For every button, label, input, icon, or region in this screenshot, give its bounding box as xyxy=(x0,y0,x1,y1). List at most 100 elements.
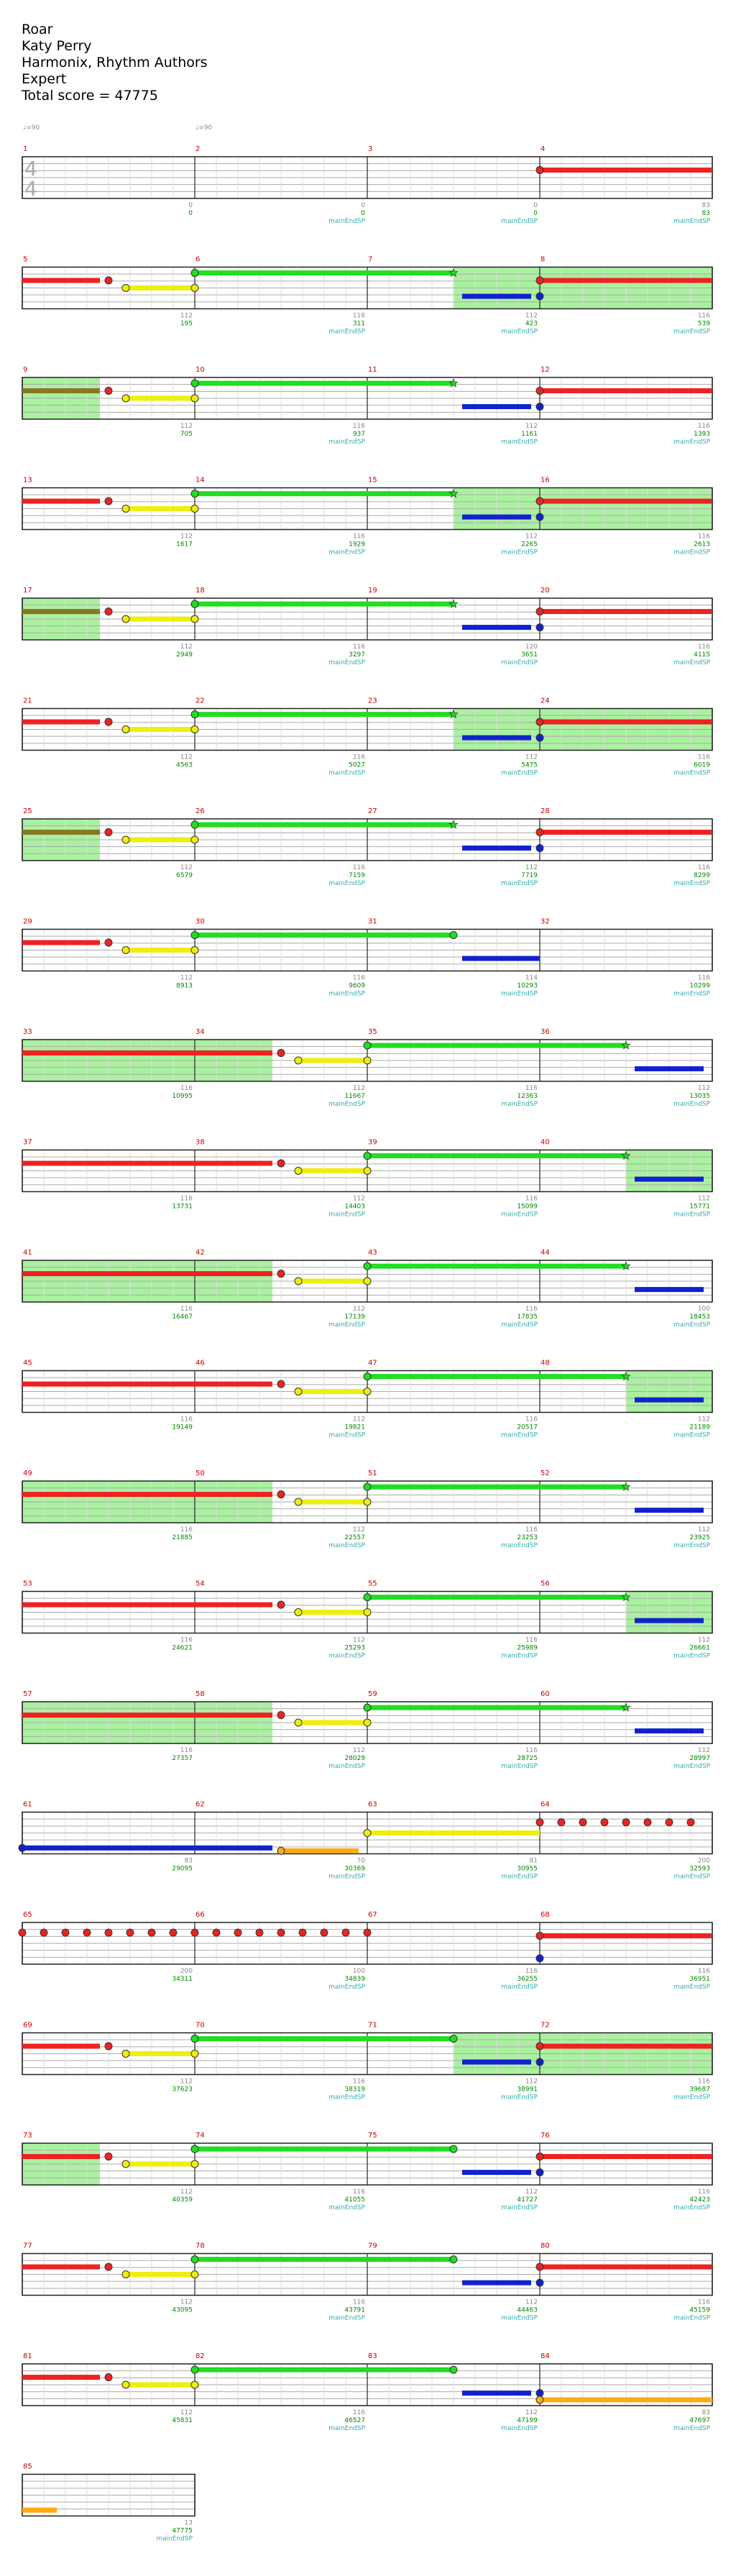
cumulative-score: 16467 xyxy=(172,1314,193,1321)
red-note xyxy=(298,1928,307,1937)
multiplier-label: 112 xyxy=(525,2409,538,2416)
yellow-sustain xyxy=(298,1168,367,1173)
multiplier-label: 116 xyxy=(353,2299,365,2306)
cumulative-score: 46527 xyxy=(344,2417,365,2424)
multiplier-label: 112 xyxy=(525,2078,538,2086)
cumulative-score: 45159 xyxy=(689,2307,710,2314)
red-note xyxy=(104,938,113,947)
green-sustain xyxy=(195,822,454,828)
measure-number: 57 xyxy=(23,1690,32,1698)
red-note xyxy=(320,1928,328,1937)
measure-number: 17 xyxy=(23,587,32,595)
yellow-note xyxy=(121,835,130,844)
green-note xyxy=(363,1372,372,1381)
measure-number: 73 xyxy=(23,2132,32,2140)
measure-number: 78 xyxy=(196,2242,205,2250)
measure-number: 37 xyxy=(23,1139,32,1147)
measure-number: 71 xyxy=(368,2022,377,2030)
multiplier-label: 112 xyxy=(180,2078,193,2086)
cumulative-score: 39687 xyxy=(689,2086,710,2094)
cumulative-score: 47775 xyxy=(172,2528,193,2535)
yellow-sustain xyxy=(126,948,195,953)
red-sustain xyxy=(540,719,712,725)
red-sustain xyxy=(540,830,712,835)
multiplier-label: 112 xyxy=(353,1526,365,1534)
red-sustain xyxy=(540,2154,712,2160)
red-note xyxy=(535,828,544,837)
multiplier-label: 13 xyxy=(185,2520,193,2527)
cumulative-score: 23925 xyxy=(689,1534,710,1541)
yellow-note xyxy=(363,1718,372,1727)
cumulative-score: 1617 xyxy=(176,541,193,549)
measure-number: 49 xyxy=(23,1470,32,1477)
staff-row: 291128913301169609mainEndSP3111410293mai… xyxy=(22,918,713,998)
sp-label: mainEndSP xyxy=(673,1874,710,1881)
yellow-note xyxy=(190,394,199,403)
red-note xyxy=(535,1818,544,1827)
cumulative-score: 8299 xyxy=(694,872,710,879)
multiplier-label: 112 xyxy=(525,2299,538,2306)
multiplier-label: 116 xyxy=(353,2409,365,2416)
yellow-sustain xyxy=(126,2161,195,2167)
cumulative-score: 2265 xyxy=(521,541,538,549)
multiplier-label: 112 xyxy=(698,1085,710,1092)
measure-number: 72 xyxy=(540,2022,550,2030)
yellow-note xyxy=(190,2160,199,2168)
measure-number: 10 xyxy=(196,366,205,374)
cumulative-score: 30955 xyxy=(517,1866,538,1873)
staff-row: 77112430957811643791mainEndSP7911244463m… xyxy=(22,2242,713,2322)
measure-number: 7 xyxy=(368,256,372,264)
measure-number: 83 xyxy=(368,2352,377,2360)
cumulative-score: 2613 xyxy=(694,541,710,549)
cumulative-score: 5475 xyxy=(521,762,538,769)
red-note xyxy=(40,1928,48,1937)
staff-border xyxy=(22,928,713,972)
staff-row: 171122949181163297mainEndSP191203651main… xyxy=(22,587,713,666)
green-note xyxy=(363,1703,372,1712)
total-score: Total score = 47775 xyxy=(22,88,158,104)
sp-label: mainEndSP xyxy=(501,1763,538,1770)
cumulative-score: 25989 xyxy=(517,1645,538,1652)
blue-sustain xyxy=(635,1728,704,1734)
measure-number: 25 xyxy=(23,807,32,815)
multiplier-label: 116 xyxy=(698,643,710,651)
multiplier-label: 70 xyxy=(357,1858,366,1865)
song-difficulty: Expert xyxy=(22,71,67,87)
yellow-note xyxy=(294,1718,303,1727)
multiplier-label: 112 xyxy=(353,1747,365,1754)
measure-number: 68 xyxy=(540,1911,550,1919)
sp-label: mainEndSP xyxy=(673,2315,710,2322)
green-sustain xyxy=(195,601,454,607)
green-note xyxy=(190,931,199,940)
cumulative-score: 2949 xyxy=(176,651,193,659)
measure-number: 70 xyxy=(196,2022,205,2030)
staff-row: 73112403597411641055mainEndSP7511241727m… xyxy=(22,2132,713,2211)
red-note xyxy=(104,2373,113,2382)
measure-number: 4 xyxy=(540,145,545,153)
sustain xyxy=(22,1271,272,1277)
sp-label: mainEndSP xyxy=(673,1984,710,1991)
sp-label: mainEndSP xyxy=(501,880,538,887)
yellow-sustain xyxy=(126,2382,195,2388)
sp-label: mainEndSP xyxy=(328,1653,365,1660)
sp-label: mainEndSP xyxy=(328,1542,365,1549)
measure-number: 40 xyxy=(540,1139,550,1147)
cumulative-score: 8913 xyxy=(176,983,193,990)
green-note xyxy=(190,490,199,498)
cumulative-score: 47697 xyxy=(689,2417,710,2424)
green-sustain xyxy=(195,2146,454,2152)
cumulative-score: 30369 xyxy=(344,1866,365,1873)
sp-label: mainEndSP xyxy=(673,1101,710,1108)
yellow-sustain xyxy=(126,506,195,511)
measure-number: 23 xyxy=(368,697,377,705)
sustain xyxy=(22,1160,272,1166)
cumulative-score: 6579 xyxy=(176,872,193,879)
multiplier-label: 116 xyxy=(353,975,365,982)
measure-number: 77 xyxy=(23,2242,32,2250)
blue-sustain xyxy=(22,1845,272,1851)
red-note xyxy=(363,1928,372,1937)
cumulative-score: 37623 xyxy=(172,2086,193,2094)
sp-label: mainEndSP xyxy=(673,549,710,556)
cumulative-score: 29095 xyxy=(172,1866,193,1873)
